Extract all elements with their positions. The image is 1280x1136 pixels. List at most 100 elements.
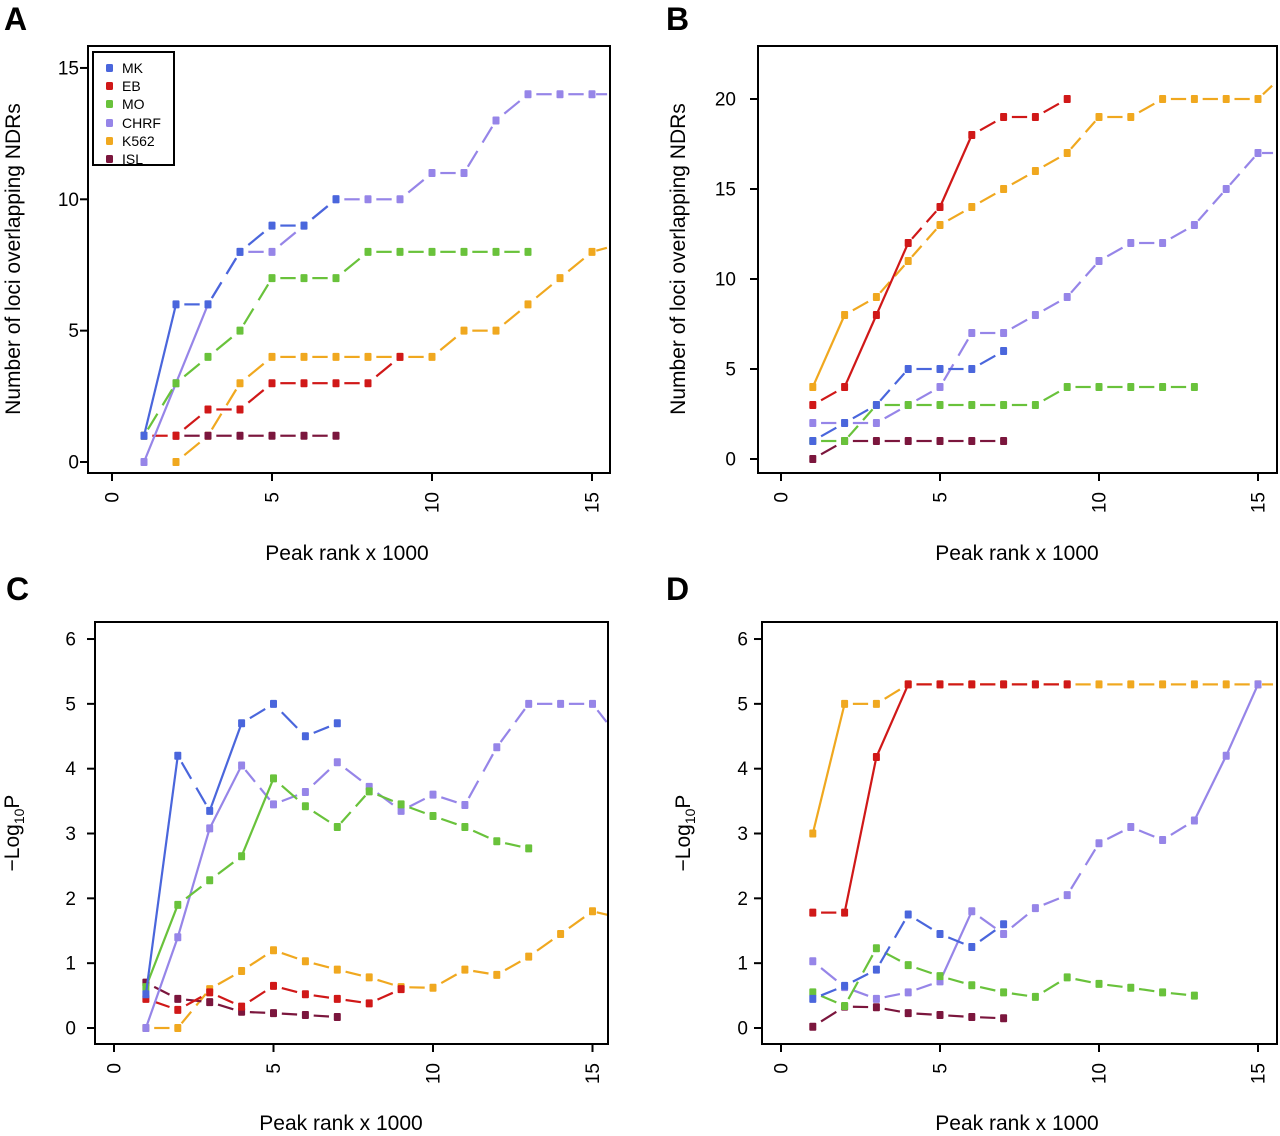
data-point-marker [936,437,944,445]
data-point-marker [174,933,182,942]
y-tick-label: 3 [737,824,748,845]
data-point-marker [1254,95,1262,103]
data-point-marker [1000,113,1008,121]
data-point-marker [1190,221,1198,229]
data-point-marker [524,90,532,99]
data-point-marker [270,946,277,955]
data-point-marker [968,907,976,916]
data-point-marker [1031,680,1039,689]
panel-b-yaxis-title: Number of loci overlapping NDRs [667,103,690,415]
panel-a-letter: A [4,1,28,37]
y-tick-label: 1 [737,954,748,975]
data-point-marker [1127,983,1135,992]
data-point-marker [968,329,976,337]
x-tick-label: 10 [424,1063,445,1084]
legend-swatch-eb-icon [106,82,113,91]
data-point-marker [1190,95,1198,103]
data-point-marker [904,910,912,919]
data-point-marker [238,1002,246,1011]
y-tick-label: 20 [715,90,736,111]
series-chrf [142,699,608,1032]
data-point-marker [524,247,532,256]
data-point-marker [460,247,468,256]
y-tick-label: 4 [65,759,76,780]
data-point-marker [301,802,309,811]
data-point-marker [332,195,340,204]
data-point-marker [872,1003,880,1012]
data-point-marker [904,1009,912,1018]
data-point-marker [809,957,817,966]
log-label-prefix: −Log [671,824,695,872]
panel-a-series [140,90,610,466]
data-point-marker [270,1009,277,1018]
series-k562 [809,80,1277,391]
data-point-marker [1000,929,1008,938]
data-point-marker [461,965,469,974]
data-point-marker [936,680,944,689]
data-point-marker [1222,95,1230,103]
x-tick-label: 15 [583,492,604,513]
data-point-marker [1127,680,1135,689]
x-tick-label: 5 [931,492,952,503]
data-point-marker [841,1001,849,1010]
data-point-marker [172,458,180,466]
log-label-subscript: 10 [682,808,699,825]
log-label-prefix: −Log [0,824,24,872]
data-point-marker [968,437,976,445]
data-point-marker [301,990,309,999]
series-mo [140,247,532,440]
series-eb [140,352,404,440]
data-point-marker [809,908,817,917]
data-point-marker [841,383,849,391]
data-point-marker [333,823,341,832]
data-point-marker [1095,383,1103,391]
data-point-marker [300,274,308,283]
data-point-marker [238,761,246,770]
data-point-marker [461,800,469,809]
data-point-marker [236,379,244,388]
log-label-suffix: P [671,794,695,809]
data-point-marker [968,981,976,990]
data-point-marker [236,247,244,256]
data-point-marker [1095,257,1103,265]
legend-label-mo: MO [122,96,145,113]
log-label-subscript: 10 [11,808,28,825]
data-point-marker [364,195,372,204]
data-point-marker [872,965,880,974]
data-point-marker [333,994,341,1003]
series-chrf [809,149,1277,427]
y-tick-label: 4 [737,759,748,780]
data-point-marker [588,247,596,256]
legend-item-mk: MK [94,59,173,77]
data-point-marker [1254,149,1262,157]
data-point-marker [1063,891,1071,900]
data-point-marker [236,405,244,414]
data-point-marker [174,751,182,760]
data-point-marker [204,431,212,440]
data-point-marker [1000,437,1008,445]
data-point-marker [236,326,244,335]
data-point-marker [268,247,276,256]
data-point-marker [300,431,308,440]
data-point-marker [809,383,817,391]
data-point-marker [936,1011,944,1020]
data-point-marker [1000,329,1008,337]
panel-d-series [809,680,1277,1031]
data-point-marker [268,431,276,440]
series-mo [809,383,1198,445]
data-point-marker [1190,816,1198,825]
data-point-marker [429,790,437,799]
data-point-marker [365,973,373,982]
y-tick-label: 5 [68,321,79,342]
panel-c-yaxis-title: −Log10P [1,795,27,872]
x-tick-label: 10 [423,492,444,513]
data-point-marker [1095,680,1103,689]
data-point-marker [493,970,501,979]
data-point-marker [492,116,500,125]
data-point-marker [904,680,912,689]
data-point-marker [936,972,944,981]
series-chrf [809,680,1262,1003]
data-point-marker [968,203,976,211]
data-point-marker [332,431,340,440]
data-point-marker [429,812,437,821]
